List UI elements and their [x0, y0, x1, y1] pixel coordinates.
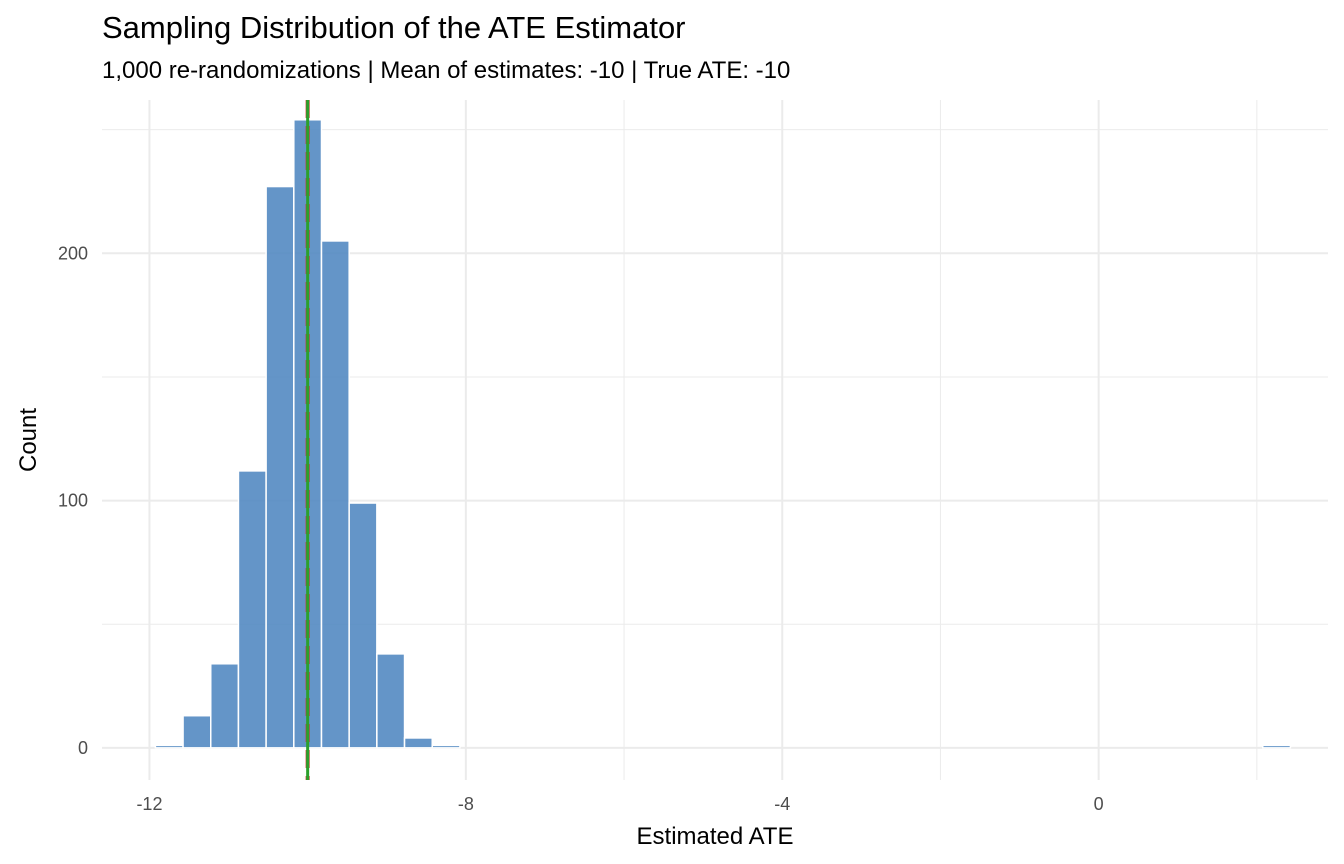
chart-subtitle: 1,000 re-randomizations | Mean of estima…	[102, 57, 791, 84]
x-tick-label: -12	[136, 794, 162, 814]
histogram-bar	[403, 737, 433, 749]
y-axis-title: Count	[15, 408, 42, 472]
chart-title: Sampling Distribution of the ATE Estimat…	[102, 10, 686, 45]
histogram-bar	[431, 744, 461, 749]
y-tick-label: 200	[58, 243, 88, 263]
y-tick-label: 0	[78, 738, 88, 758]
histogram-bar	[237, 470, 267, 749]
x-axis-title: Estimated ATE	[637, 823, 794, 850]
x-tick-label: -8	[458, 794, 474, 814]
histogram-bar	[320, 240, 350, 749]
histogram-bar	[182, 714, 212, 749]
histogram-bar	[210, 663, 240, 749]
histogram-bar	[1261, 744, 1292, 749]
y-tick-label: 100	[58, 491, 88, 511]
histogram-bar	[154, 744, 184, 749]
x-tick-label: 0	[1094, 794, 1104, 814]
histogram-bar	[348, 502, 378, 749]
axis-ticks: -12 -8 -4 0 0 100 200	[58, 243, 1104, 814]
histogram-bar	[265, 185, 295, 749]
histogram-bars	[154, 119, 1292, 749]
x-tick-label: -4	[774, 794, 790, 814]
histogram-bar	[376, 653, 406, 749]
